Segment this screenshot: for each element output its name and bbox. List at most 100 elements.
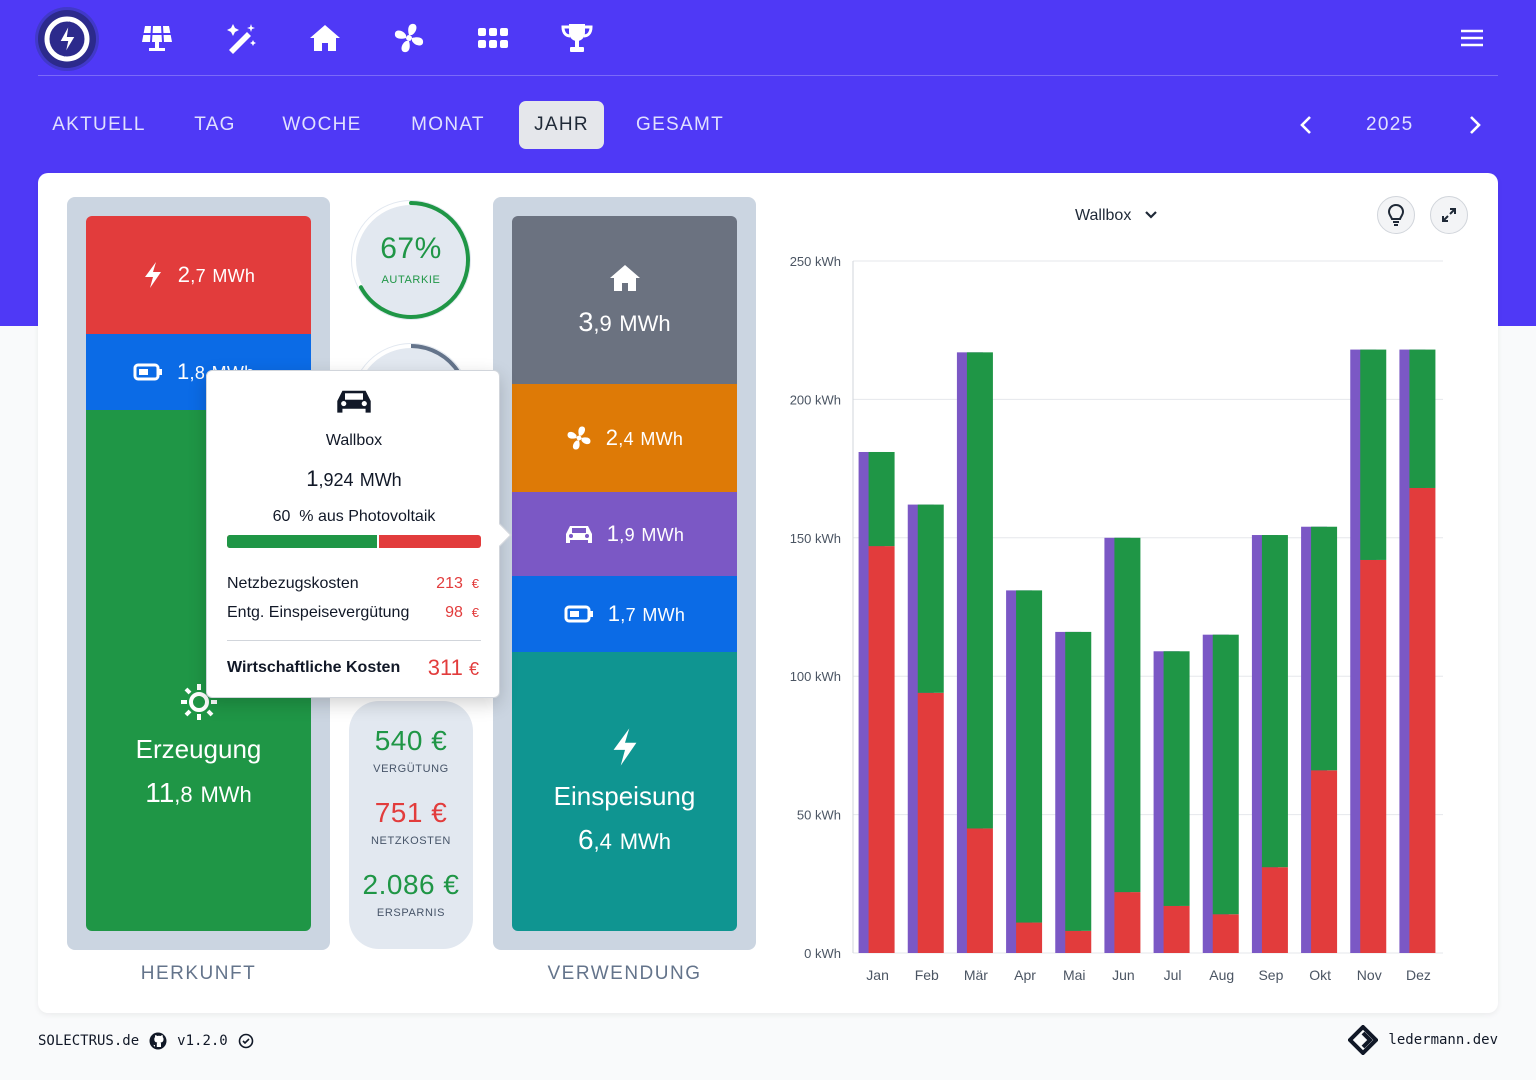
ledermann-logo-icon[interactable] [1348, 1025, 1379, 1055]
tooltip-value-int: 1 [306, 466, 319, 491]
x-tick-label: Feb [915, 967, 939, 983]
x-tick-label: Mai [1063, 967, 1086, 983]
y-tick-label: 150 kWh [790, 531, 841, 546]
bar-Jul-solar [1163, 651, 1190, 906]
x-tick-label: Jan [866, 967, 889, 983]
tab-monat[interactable]: MONAT [411, 114, 485, 135]
bar-Jun-solar [1114, 537, 1141, 893]
bar-Mär-grid [966, 828, 993, 953]
house-icon[interactable] [307, 20, 343, 56]
herkunft-label: HERKUNFT [140, 963, 257, 984]
chart-selector[interactable]: Wallbox [1075, 207, 1158, 225]
grid-import-dec: ,7 [190, 266, 206, 286]
expand-button[interactable] [1430, 196, 1468, 234]
bar-Sep-solar [1261, 535, 1288, 868]
heatpump-int: 2 [605, 425, 619, 450]
bar-Aug-solar [1212, 634, 1239, 915]
footer-left: SOLECTRUS.de v1.2.0 [38, 1032, 254, 1050]
lightbulb-button[interactable] [1377, 196, 1415, 234]
chevron-left-icon[interactable] [1295, 113, 1319, 137]
bar-Okt-grid [1311, 770, 1338, 953]
solar-panel-icon[interactable] [139, 20, 175, 56]
bar-Jan-grid [868, 546, 895, 953]
chevron-right-icon[interactable] [1462, 113, 1486, 137]
x-tick-label: Jun [1112, 967, 1135, 983]
solar-label: Erzeugung [135, 734, 262, 764]
pv-share-fill [227, 535, 380, 548]
expand-icon [1442, 208, 1456, 222]
fan-icon[interactable] [391, 20, 427, 56]
verwendung-label: VERWENDUNG [547, 963, 702, 984]
bar-Jun-grid [1114, 892, 1141, 953]
magic-wand-icon[interactable] [223, 20, 259, 56]
ledermann-link[interactable]: ledermann.dev [1388, 1032, 1498, 1048]
netzbezug-label: Netzbezugskosten [227, 575, 359, 592]
x-tick-label: Okt [1309, 967, 1331, 983]
top-navigation [38, 8, 1498, 76]
car-icon [565, 526, 592, 543]
app-logo[interactable] [38, 10, 96, 68]
netzbezug-currency: € [471, 576, 479, 591]
github-icon[interactable] [149, 1032, 167, 1050]
tooltip-value-dec: ,924 [318, 470, 354, 490]
grid-icon[interactable] [475, 20, 511, 56]
y-tick-label: 200 kWh [790, 392, 841, 407]
solar-dec: ,8 [174, 782, 193, 807]
x-tick-label: Dez [1406, 967, 1431, 983]
menu-icon[interactable] [1460, 28, 1484, 48]
battery-charge-dec: ,7 [620, 605, 636, 625]
cost-total-label: Wirtschaftliche Kosten [227, 659, 401, 676]
tab-tag[interactable]: TAG [194, 114, 236, 135]
bar-Mai-grid [1065, 930, 1092, 953]
battery-discharge-dec: ,8 [189, 363, 206, 383]
house-dec: ,9 [593, 310, 612, 336]
netzbezug-value: 213 [436, 575, 463, 592]
bar-Dez-grid [1409, 487, 1436, 953]
tab-gesamt[interactable]: GESAMT [635, 114, 725, 135]
main-card: 2,7 MWh 1,8 MWh Erzeugung 11,8 MWh HERKU… [38, 173, 1498, 1013]
footer-site-link[interactable]: SOLECTRUS.de [38, 1033, 140, 1049]
feed-in-label: Einspeisung [553, 781, 696, 811]
ersparnis-label: ERSPARNIS [376, 907, 446, 919]
finance-summary[interactable]: 540 € VERGÜTUNG 751 € NETZKOSTEN 2.086 €… [349, 701, 473, 949]
tab-aktuell[interactable]: AKTUELL [52, 114, 146, 135]
battery-discharge-int: 1 [177, 359, 190, 384]
bar-Mai-solar [1065, 631, 1092, 931]
einspeise-value: 98 [445, 604, 463, 621]
battery-icon [564, 605, 593, 623]
x-tick-label: Sep [1258, 967, 1283, 983]
feed-in-dec: ,4 [593, 829, 612, 854]
autarkie-arc [352, 201, 470, 319]
autarkie-gauge[interactable]: 67% AUTARKIE [349, 198, 473, 322]
feed-in-unit: MWh [619, 829, 672, 854]
tab-jahr[interactable]: JAHR [519, 101, 604, 149]
house-icon [609, 264, 640, 291]
cost-total-currency: € [468, 659, 479, 679]
wallbox-segment[interactable]: 1,9 MWh [512, 492, 737, 576]
heatpump-unit: MWh [640, 429, 684, 449]
x-tick-label: Mär [964, 967, 988, 983]
battery-charge-segment[interactable]: 1,7 MWh [512, 576, 737, 652]
wallbox-unit: MWh [641, 525, 685, 545]
house-int: 3 [578, 306, 594, 337]
x-tick-label: Aug [1209, 967, 1234, 983]
x-tick-label: Nov [1357, 967, 1382, 983]
grid-import-segment[interactable]: 2,7 MWh [86, 216, 311, 334]
chart-selector-label: Wallbox [1075, 207, 1132, 224]
tab-woche[interactable]: WOCHE [282, 114, 362, 135]
grid-import-unit: MWh [212, 266, 256, 286]
heatpump-segment[interactable]: 2,4 MWh [512, 384, 737, 492]
footer-right: ledermann.dev [1348, 1025, 1498, 1055]
bar-Sep-grid [1261, 867, 1288, 953]
house-consumption-segment[interactable]: 3,9 MWh [512, 216, 737, 384]
bar-Feb-solar [917, 504, 944, 693]
einspeise-label: Entg. Einspeisevergütung [227, 604, 410, 621]
solar-unit: MWh [200, 782, 252, 807]
verwendung-panel: 3,9 MWh 2,4 MWh 1,9 MWh 1,7 MWh Einspeis… [493, 197, 756, 950]
feed-in-segment[interactable]: Einspeisung 6,4 MWh [512, 652, 737, 931]
lightning-icon [144, 262, 161, 288]
bar-Aug-grid [1212, 914, 1239, 953]
netzkosten-label: NETZKOSTEN [371, 835, 451, 847]
trophy-icon[interactable] [559, 20, 595, 56]
autarkie-value: 67% [380, 232, 442, 265]
